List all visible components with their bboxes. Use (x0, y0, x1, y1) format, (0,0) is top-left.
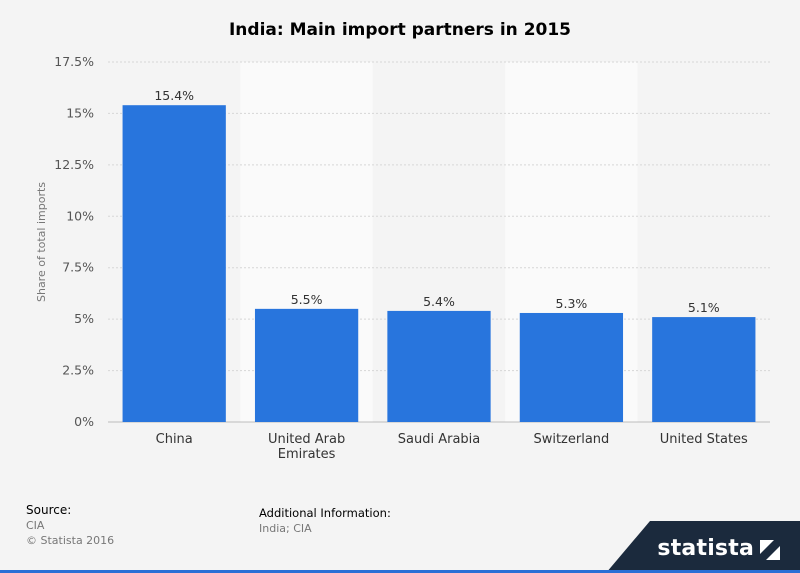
source-value[interactable]: CIA (26, 519, 45, 532)
additional-info-heading: Additional Information: (259, 506, 391, 520)
additional-info-value: India; CIA (259, 522, 312, 535)
y-tick-label: 15% (66, 105, 94, 120)
y-axis-title: Share of total imports (35, 182, 48, 302)
x-tick-label: United Arab Emirates (268, 432, 345, 462)
data-label: 5.3% (556, 296, 588, 311)
x-tick-label: Saudi Arabia (398, 432, 481, 447)
data-label: 5.4% (423, 294, 455, 309)
bars (122, 105, 756, 422)
bar[interactable] (122, 105, 226, 422)
bar[interactable] (519, 312, 624, 422)
y-tick-label: 10% (66, 208, 94, 223)
data-label: 5.5% (291, 292, 323, 307)
additional-info-block: Additional Information: India; CIA (259, 506, 391, 536)
source-block: Source: CIA © Statista 2016 (26, 503, 114, 548)
y-tick-label: 0% (74, 414, 94, 429)
logo-text: statista (657, 536, 754, 561)
copyright-text: © Statista 2016 (26, 534, 115, 547)
y-tick-label: 17.5% (54, 54, 94, 69)
data-labels: 15.4% 5.5% 5.4% 5.3% 5.1% (154, 88, 719, 315)
x-tick-label: Switzerland (533, 432, 609, 447)
y-tick-label: 12.5% (54, 157, 94, 172)
chart-title: India: Main import partners in 2015 (228, 20, 572, 40)
y-tick-label: 2.5% (62, 363, 94, 378)
source-heading: Source: (26, 503, 72, 517)
x-tick-label: China (156, 432, 193, 447)
bottom-accent-line (0, 570, 800, 573)
bar[interactable] (652, 317, 756, 422)
y-axis-ticks: 0% 2.5% 5% 7.5% 10% 12.5% 15% 17.5% (54, 54, 94, 429)
statista-logo-icon (760, 540, 780, 560)
data-label: 5.1% (688, 300, 720, 315)
x-axis-labels: China United Arab Emirates Saudi Arabia Swit… (156, 432, 748, 462)
bar[interactable] (387, 310, 491, 422)
x-tick-label: United States (660, 432, 748, 447)
bar-chart: 0% 2.5% 5% 7.5% 10% 12.5% 15% 17.5% 15.4% 5.5% 5.… (35, 54, 770, 462)
y-tick-label: 5% (74, 311, 94, 326)
y-tick-label: 7.5% (62, 260, 94, 275)
statista-logo[interactable]: statista (606, 521, 800, 573)
data-label: 15.4% (154, 88, 194, 103)
bar[interactable] (254, 308, 359, 422)
